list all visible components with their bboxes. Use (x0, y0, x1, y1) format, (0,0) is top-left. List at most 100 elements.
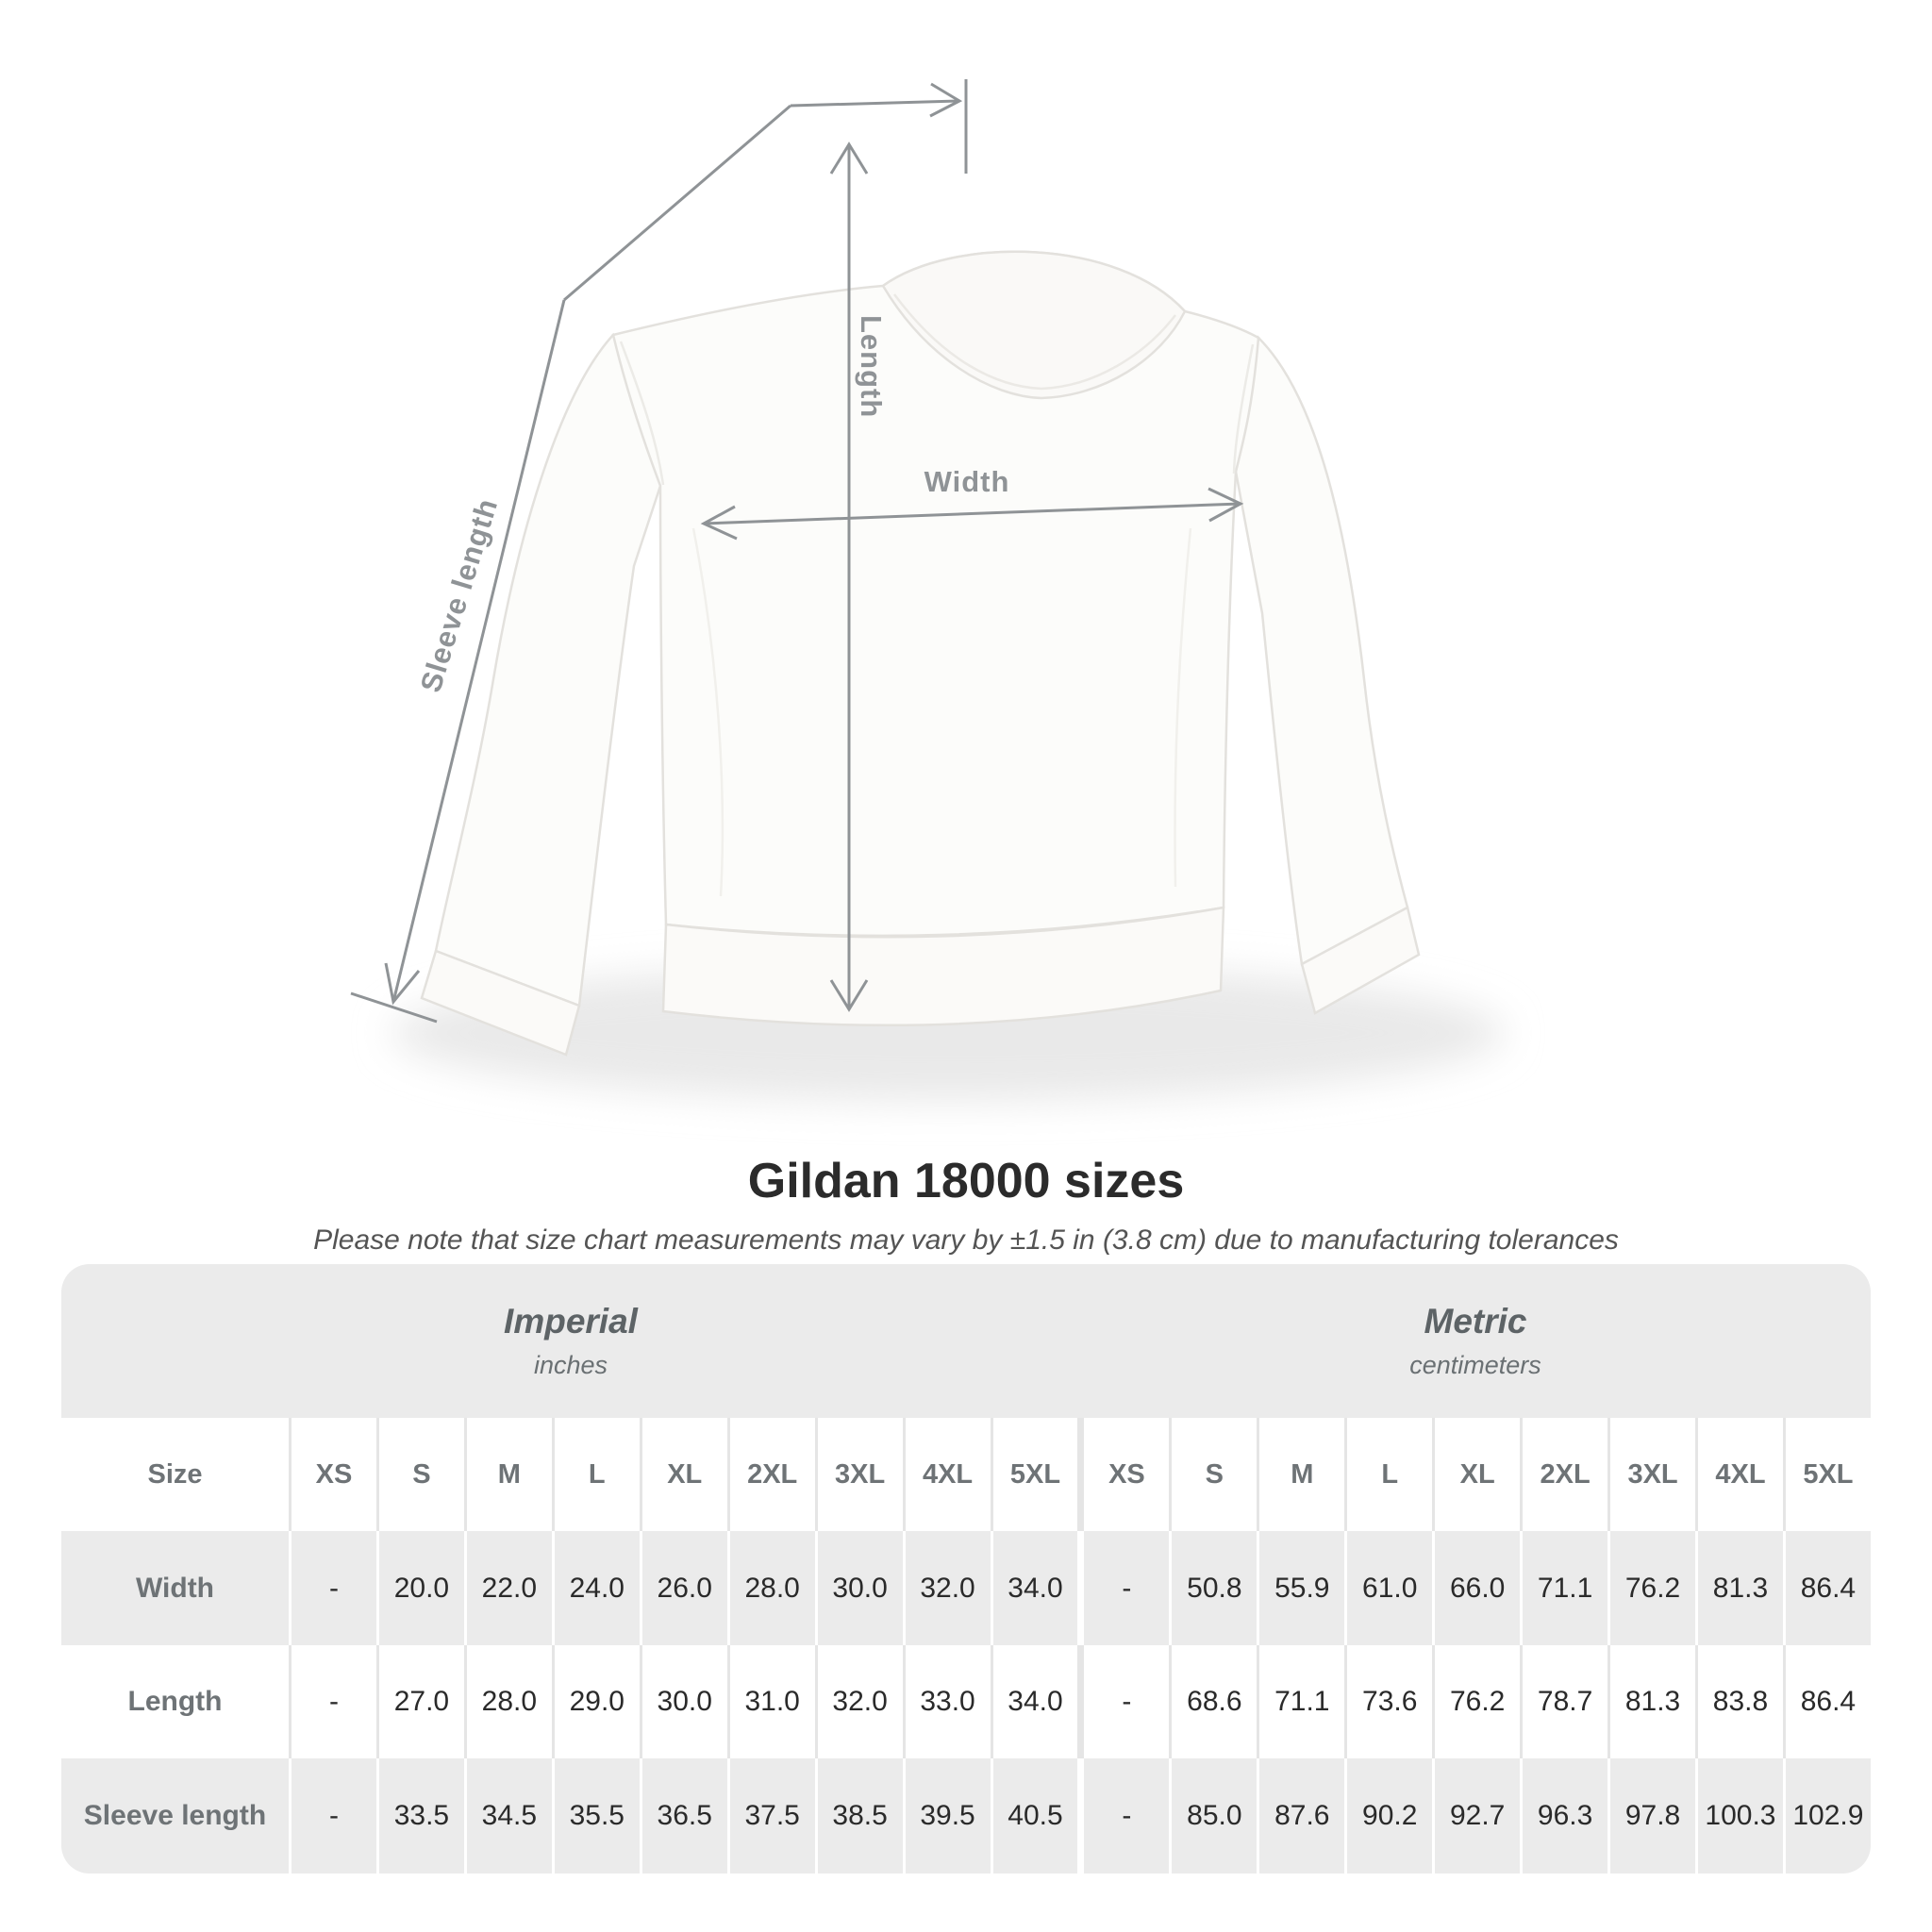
collar-seam (892, 293, 1176, 391)
value-cell: 86.4 (1782, 1531, 1871, 1645)
measurement-lines (350, 79, 1244, 1024)
value-cell: 30.0 (639, 1645, 727, 1758)
size-header-cell: M (463, 1418, 552, 1531)
value-cell: 33.0 (902, 1645, 991, 1758)
size-header-cell: 2XL (726, 1418, 815, 1531)
value-cell: 39.5 (902, 1758, 991, 1874)
size-header-cell: 5XL (990, 1418, 1078, 1531)
left-armhole-seam (619, 341, 665, 486)
left-sleeve (434, 332, 662, 1008)
value-cell: 40.5 (990, 1758, 1078, 1874)
value-cell: 33.5 (375, 1758, 464, 1874)
size-header-cell: XL (1432, 1418, 1520, 1531)
value-cell: 61.0 (1344, 1531, 1432, 1645)
value-cell: 55.9 (1257, 1531, 1344, 1645)
left-cuff (420, 949, 581, 1057)
metric-unit-label: centimeters (1409, 1351, 1541, 1379)
size-header-cell: XL (639, 1418, 727, 1531)
value-cell: 83.8 (1695, 1645, 1783, 1758)
value-cell: 34.0 (990, 1531, 1078, 1645)
width-dimension-label: Width (924, 465, 1010, 498)
value-cell: 37.5 (726, 1758, 815, 1874)
value-cell: 32.0 (902, 1531, 991, 1645)
value-cell: 24.0 (551, 1531, 640, 1645)
top-width-guide (563, 79, 968, 302)
fold-line-right (1174, 527, 1192, 888)
value-cell: 78.7 (1520, 1645, 1607, 1758)
value-cell: 73.6 (1344, 1645, 1432, 1758)
value-cell: - (289, 1758, 376, 1874)
value-cell: 76.2 (1432, 1645, 1520, 1758)
value-cell: 100.3 (1695, 1758, 1783, 1874)
size-header-cell: 5XL (1782, 1418, 1871, 1531)
imperial-label: Imperial (504, 1302, 638, 1341)
product-photo: Length Width Sleeve length (350, 79, 1505, 1101)
value-cell: 20.0 (375, 1531, 464, 1645)
size-header-cell: S (1169, 1418, 1257, 1531)
sweatshirt-illustration (350, 79, 1505, 1101)
width-arrow (700, 487, 1244, 541)
table-row-width: Width -20.0 22.0 24.0 26.0 28.0 30.0 32.0 34.0-5… (61, 1531, 1871, 1645)
value-cell: 96.3 (1520, 1758, 1607, 1874)
length-arrow (829, 142, 869, 1012)
value-cell: 31.0 (726, 1645, 815, 1758)
size-header-cell: L (1344, 1418, 1432, 1531)
value-cell: 81.3 (1695, 1531, 1783, 1645)
value-cell: - (1077, 1645, 1169, 1758)
value-cell: 85.0 (1169, 1758, 1257, 1874)
waistband (661, 906, 1225, 1026)
page-title: Gildan 18000 sizes (747, 1154, 1185, 1208)
value-cell: 26.0 (639, 1531, 727, 1645)
size-header-cell: S (375, 1418, 464, 1531)
value-cell: 34.5 (463, 1758, 552, 1874)
value-cell: 86.4 (1782, 1645, 1871, 1758)
value-cell: 22.0 (463, 1531, 552, 1645)
value-cell: - (1077, 1758, 1169, 1874)
row-label: Width (135, 1572, 215, 1604)
size-table-grid: Size XS S M L XL 2XL 3XL 4XL 5XL XS S M L XL 2XL 3XL 4XL 5… (61, 1418, 1871, 1874)
unit-group-metric: Metric centimeters (1080, 1264, 1871, 1418)
value-cell: 71.1 (1257, 1645, 1344, 1758)
value-cell: 102.9 (1782, 1758, 1871, 1874)
fold-line-left (691, 527, 724, 897)
value-cell: 28.0 (463, 1645, 552, 1758)
value-cell: 28.0 (726, 1531, 815, 1645)
value-cell: 30.0 (814, 1531, 903, 1645)
imperial-unit-label: inches (533, 1351, 608, 1379)
value-cell: 38.5 (814, 1758, 903, 1874)
table-header-row: Size XS S M L XL 2XL 3XL 4XL 5XL XS S M L XL 2XL 3XL 4XL 5… (61, 1418, 1871, 1531)
value-cell: 87.6 (1257, 1758, 1344, 1874)
size-header-cell: M (1257, 1418, 1344, 1531)
value-cell: 27.0 (375, 1645, 464, 1758)
size-header-cell: XS (1077, 1418, 1169, 1531)
size-header-cell: XS (289, 1418, 376, 1531)
right-armhole-seam (1232, 343, 1255, 475)
row-label: Length (127, 1686, 223, 1717)
value-cell: 66.0 (1432, 1531, 1520, 1645)
unit-group-imperial: Imperial inches (61, 1264, 1080, 1418)
value-cell: 50.8 (1169, 1531, 1257, 1645)
value-cell: 81.3 (1607, 1645, 1695, 1758)
body (611, 250, 1260, 938)
value-cell: 36.5 (639, 1758, 727, 1874)
value-cell: 92.7 (1432, 1758, 1520, 1874)
value-cell: - (289, 1531, 376, 1645)
size-header-cell: 4XL (902, 1418, 991, 1531)
sleeve-length-arrow (350, 299, 566, 1024)
size-header-cell: 3XL (1607, 1418, 1695, 1531)
value-cell: 29.0 (551, 1645, 640, 1758)
unit-header-band: Imperial inches Metric centimeters (61, 1264, 1871, 1418)
value-cell: 35.5 (551, 1758, 640, 1874)
table-row-sleeve-length: Sleeve length -33.5 34.5 35.5 36.5 37.5 38.5 39… (61, 1758, 1871, 1874)
value-cell: - (289, 1645, 376, 1758)
size-header-cell: 3XL (814, 1418, 903, 1531)
right-sleeve (1234, 335, 1409, 966)
collar-band (881, 250, 1187, 400)
value-cell: 68.6 (1169, 1645, 1257, 1758)
row-label: Sleeve length (83, 1800, 267, 1831)
size-header-cell: 2XL (1520, 1418, 1607, 1531)
length-dimension-label: Length (855, 315, 888, 419)
value-cell: - (1077, 1531, 1169, 1645)
size-chart-table: Imperial inches Metric centimeters Size X… (61, 1264, 1871, 1874)
